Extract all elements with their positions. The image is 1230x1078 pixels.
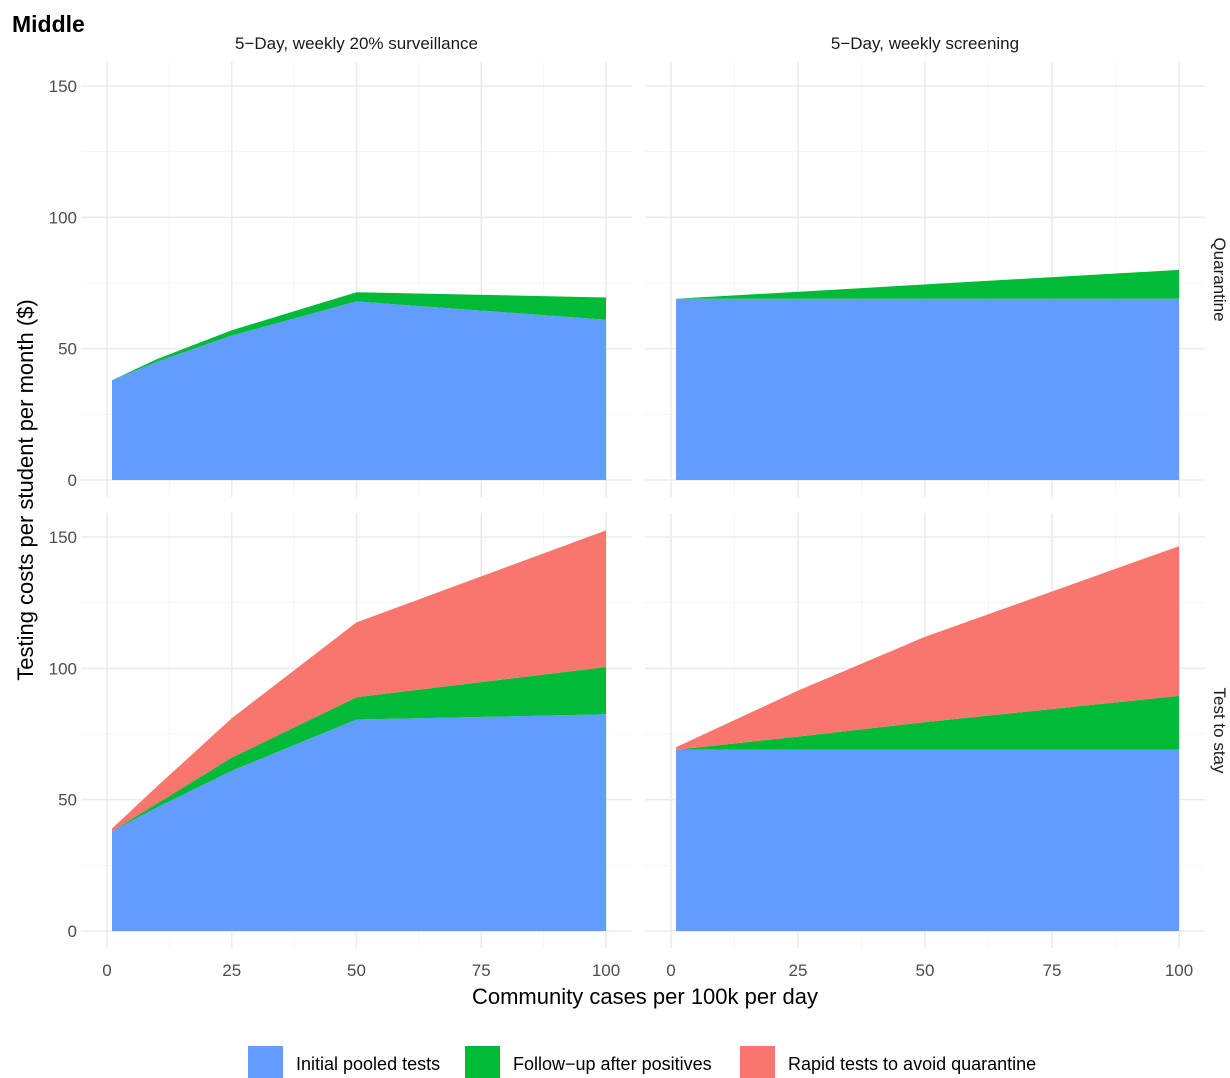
x-tick-label: 50	[916, 961, 935, 980]
legend-item-rapid: Rapid tests to avoid quarantine	[740, 1046, 1036, 1078]
panel-2	[81, 513, 632, 948]
area-initial	[676, 749, 1179, 931]
x-tick-label: 100	[1165, 961, 1193, 980]
x-tick-label: 50	[347, 961, 366, 980]
area-followup	[676, 695, 1179, 750]
column-strip-label: 5−Day, weekly 20% surveillance	[235, 34, 478, 53]
y-tick-label: 0	[68, 471, 77, 490]
y-tick-label: 150	[49, 77, 77, 96]
row-strip-label: Quarantine	[1210, 237, 1229, 321]
panel-3	[645, 513, 1205, 948]
y-tick-label: 0	[68, 922, 77, 941]
area-initial	[111, 714, 607, 931]
panel-0	[81, 62, 632, 497]
area-rapid	[676, 546, 1179, 750]
area-rapid	[111, 530, 607, 832]
legend: Initial pooled tests Follow−up after posi…	[248, 1046, 1036, 1078]
y-axis-title: Testing costs per student per month ($)	[13, 299, 38, 681]
x-tick-label: 0	[666, 961, 675, 980]
figure-title: Middle	[12, 11, 85, 37]
legend-label: Initial pooled tests	[296, 1054, 440, 1074]
panel-1	[645, 62, 1205, 497]
column-strip-label: 5−Day, weekly screening	[831, 34, 1019, 53]
legend-label: Follow−up after positives	[513, 1054, 712, 1074]
y-tick-label: 50	[58, 791, 77, 810]
legend-swatch	[248, 1046, 283, 1078]
legend-swatch	[740, 1046, 775, 1078]
panels	[81, 62, 1205, 948]
area-followup	[111, 667, 607, 832]
x-tick-label: 25	[789, 961, 808, 980]
x-tick-label: 75	[472, 961, 491, 980]
area-followup	[676, 269, 1179, 299]
area-initial	[111, 301, 607, 480]
row-strip-label: Test to stay	[1210, 688, 1229, 774]
y-tick-label: 150	[49, 528, 77, 547]
x-tick-label: 25	[222, 961, 241, 980]
y-tick-label: 100	[49, 208, 77, 227]
y-tick-label: 100	[49, 659, 77, 678]
y-tick-label: 50	[58, 340, 77, 359]
axis-labels: 5−Day, weekly 20% surveillance 5−Day, wee…	[49, 34, 1229, 980]
legend-item-followup: Follow−up after positives	[465, 1046, 712, 1078]
x-tick-label: 0	[102, 961, 111, 980]
x-tick-label: 100	[592, 961, 620, 980]
legend-label: Rapid tests to avoid quarantine	[788, 1054, 1036, 1074]
legend-swatch	[465, 1046, 500, 1078]
area-followup	[111, 292, 607, 381]
legend-item-initial: Initial pooled tests	[248, 1046, 440, 1078]
x-axis-title: Community cases per 100k per day	[472, 984, 818, 1009]
area-initial	[676, 298, 1179, 480]
area-rapid	[676, 269, 1179, 299]
x-tick-label: 75	[1043, 961, 1062, 980]
